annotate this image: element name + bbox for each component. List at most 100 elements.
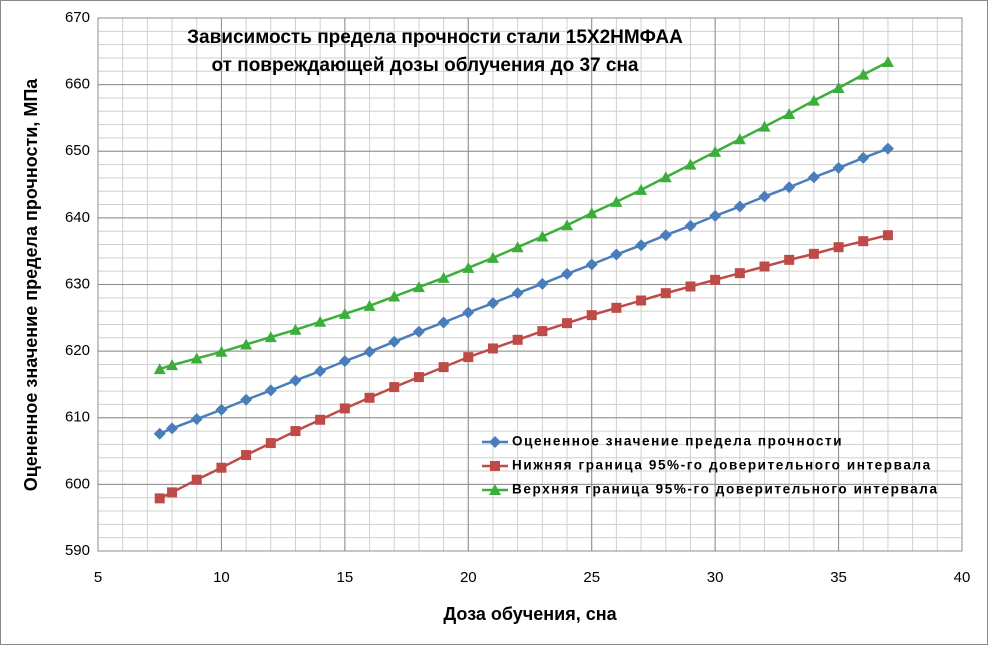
marker (314, 365, 327, 378)
marker (635, 239, 648, 252)
marker (240, 393, 253, 406)
y-tick-label: 630 (65, 275, 90, 292)
chart-title: Зависимость предела прочности стали 15Х2… (187, 27, 683, 48)
marker (758, 190, 771, 203)
marker (512, 334, 523, 345)
y-tick-label: 590 (65, 542, 90, 559)
marker (241, 450, 252, 461)
x-tick-label: 20 (460, 569, 477, 586)
marker (153, 363, 166, 375)
marker (636, 295, 647, 306)
marker (561, 267, 574, 280)
marker (338, 355, 351, 368)
marker (857, 151, 870, 164)
x-tick-label: 15 (337, 569, 354, 586)
marker (610, 248, 623, 261)
marker (511, 241, 524, 253)
marker (832, 81, 845, 93)
marker (388, 335, 401, 348)
marker (487, 343, 498, 354)
marker (758, 120, 771, 132)
marker (290, 426, 301, 437)
y-tick-label: 660 (65, 76, 90, 93)
marker (537, 326, 548, 337)
marker (486, 251, 499, 263)
marker (783, 181, 796, 194)
marker (462, 306, 475, 319)
marker (167, 487, 178, 498)
marker (585, 258, 598, 271)
marker (882, 230, 893, 241)
plot-border (97, 17, 963, 552)
marker (808, 248, 819, 259)
chart-title: от повреждающей дозы облучения до 37 сна (212, 55, 639, 76)
marker (338, 307, 351, 319)
y-axis-label: Оцененное значение предела прочности, МП… (21, 78, 41, 492)
marker (315, 414, 326, 425)
x-tick-label: 10 (213, 569, 230, 586)
y-tick-label: 670 (65, 9, 90, 26)
marker (586, 310, 597, 321)
marker (154, 493, 165, 504)
y-tick-label: 620 (65, 342, 90, 359)
y-tick-label: 600 (65, 475, 90, 492)
marker (190, 413, 203, 426)
marker (463, 352, 474, 363)
marker (215, 403, 228, 416)
x-tick-label: 40 (954, 569, 971, 586)
marker (611, 302, 622, 313)
marker (709, 145, 722, 157)
marker (265, 438, 276, 449)
marker (363, 299, 376, 311)
marker (881, 142, 894, 155)
x-axis-label: Доза обучения, сна (443, 604, 617, 624)
legend-label: Нижняя граница 95%-го доверительного инт… (512, 458, 932, 473)
marker (437, 316, 450, 329)
marker (684, 219, 697, 232)
marker (684, 158, 697, 170)
marker (289, 323, 302, 335)
y-tick-label: 610 (65, 409, 90, 426)
marker (660, 288, 671, 299)
y-tick-label: 640 (65, 209, 90, 226)
marker (437, 271, 450, 283)
marker (858, 236, 869, 247)
x-tick-label: 35 (830, 569, 847, 586)
marker (659, 171, 672, 183)
marker (685, 281, 696, 292)
marker (585, 207, 598, 219)
marker (215, 345, 228, 357)
marker (734, 268, 745, 279)
legend-marker (489, 436, 501, 448)
y-tick-label: 650 (65, 142, 90, 159)
marker (881, 55, 894, 67)
marker (364, 392, 375, 403)
legend-marker (489, 484, 501, 495)
x-tick-label: 30 (707, 569, 724, 586)
marker (857, 68, 870, 80)
marker (783, 107, 796, 119)
marker (511, 287, 524, 300)
marker (807, 171, 820, 184)
marker (486, 297, 499, 310)
marker (759, 261, 770, 272)
marker (314, 315, 327, 327)
marker (784, 254, 795, 265)
marker (562, 318, 573, 329)
marker (413, 372, 424, 383)
marker (412, 281, 425, 293)
x-tick-label: 25 (583, 569, 600, 586)
marker (438, 362, 449, 373)
marker (807, 94, 820, 106)
legend-label: Оцененное значение предела прочности (512, 434, 843, 449)
legend-label: Верхняя граница 95%-го доверительного ин… (512, 482, 939, 497)
marker (363, 345, 376, 358)
marker (264, 384, 277, 397)
marker (191, 474, 202, 485)
marker (536, 230, 549, 242)
marker (462, 261, 475, 273)
marker (733, 200, 746, 213)
marker (659, 229, 672, 242)
